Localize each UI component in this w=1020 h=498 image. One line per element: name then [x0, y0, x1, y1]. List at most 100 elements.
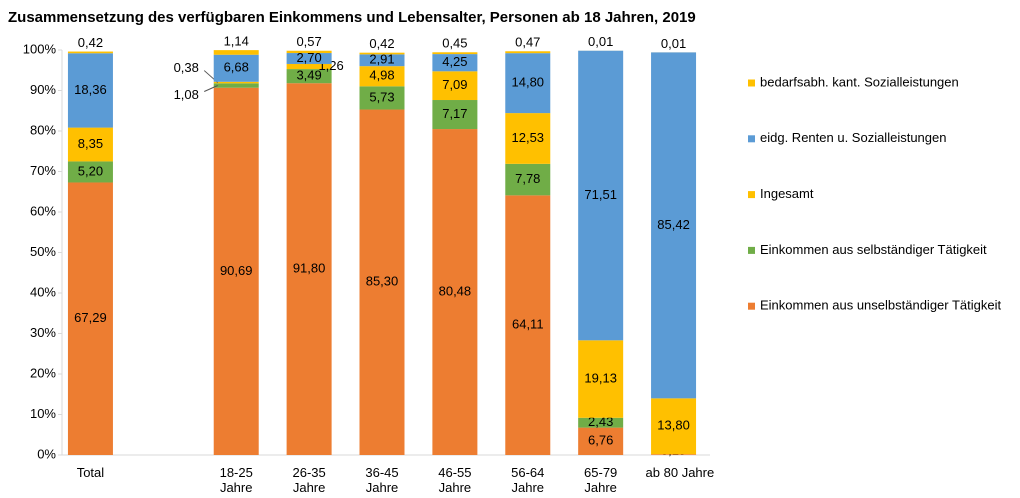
y-tick-label: 30%: [30, 325, 56, 340]
y-tick-label: 70%: [30, 163, 56, 178]
bar-segment: [67, 53, 113, 128]
y-tick-label: 80%: [30, 122, 56, 137]
data-label: 80,48: [439, 283, 472, 298]
legend-label: Ingesamt: [760, 186, 814, 201]
data-label: 0,45: [442, 36, 467, 51]
y-tick-label: 20%: [30, 365, 56, 380]
legend-label: bedarfsabh. kant. Sozialleistungen: [760, 74, 959, 89]
bar-segment: [505, 53, 551, 114]
x-tick-label: 36-45 Jahre: [365, 465, 399, 495]
x-tick-label: 26-35 Jahre: [292, 465, 326, 495]
data-label: 0,42: [78, 35, 103, 50]
data-label: 90,69: [220, 263, 253, 278]
y-tick-label: 50%: [30, 244, 56, 259]
data-label: 71,51: [584, 187, 617, 202]
data-label: 91,80: [293, 261, 326, 276]
data-label: 0,38: [174, 60, 199, 75]
x-tick-label: 65-79 Jahre: [584, 465, 618, 495]
data-label: 0,57: [296, 34, 321, 49]
data-label: 18,36: [74, 82, 107, 97]
bar-segment: [286, 69, 332, 84]
data-label: 5,73: [369, 89, 394, 104]
bar-segment: [432, 71, 478, 101]
y-tick-label: 40%: [30, 284, 56, 299]
bar-segment: [359, 66, 405, 87]
data-label: 85,42: [657, 217, 690, 232]
bar-segment: [213, 50, 259, 55]
legend-label: Einkommen aus unselbständiger Tätigkeit: [760, 298, 1002, 313]
legend-label: eidg. Renten u. Sozialleistungen: [760, 130, 946, 145]
data-label: 7,78: [515, 171, 540, 186]
data-label: 6,76: [588, 433, 613, 448]
x-tick-label: 18-25 Jahre: [219, 465, 253, 495]
bar-segment: [432, 100, 478, 130]
leader-line: [204, 85, 218, 92]
bar-segment: [213, 54, 259, 82]
data-label: 0,01: [588, 34, 613, 49]
bar-segment: [505, 51, 551, 54]
bar-segment: [359, 86, 405, 110]
bar-segment: [286, 50, 332, 54]
x-tick-label: ab 80 Jahre: [645, 465, 715, 480]
legend-swatch: [748, 79, 755, 87]
data-label: 0,47: [515, 35, 540, 50]
data-label: 14,80: [512, 75, 545, 90]
bar-segment: [505, 163, 551, 196]
legend-swatch: [748, 246, 755, 254]
data-label: 7,17: [442, 106, 467, 121]
data-label: 6,68: [224, 60, 249, 75]
legend-label: Einkommen aus selbständiger Tätigkeit: [760, 242, 987, 257]
bar-segment: [213, 81, 259, 84]
chart-title: Zusammensetzung des verfügbaren Einkomme…: [8, 9, 696, 26]
data-label: 19,13: [584, 370, 617, 385]
data-label: 4,25: [442, 54, 467, 69]
y-tick-label: 90%: [30, 82, 56, 97]
bar-segment: [578, 340, 624, 418]
bar-segment: [651, 398, 697, 455]
data-label: 8,35: [78, 136, 103, 151]
legend-swatch: [748, 302, 755, 310]
bar-segment: [213, 83, 259, 88]
data-label: 0,01: [661, 36, 686, 51]
data-label: 12,53: [512, 130, 545, 145]
data-label: 0,42: [369, 36, 394, 51]
bar-segment: [213, 87, 259, 455]
bar-segment: [67, 161, 113, 183]
bar-segment: [578, 50, 624, 341]
data-label: 85,30: [366, 274, 399, 289]
bar-segment: [359, 54, 405, 67]
y-tick-label: 10%: [30, 406, 56, 421]
y-tick-label: 60%: [30, 203, 56, 218]
data-label: 2,43: [588, 414, 613, 429]
bar-segment: [505, 113, 551, 164]
data-label: 64,11: [512, 317, 544, 332]
bar-segment: [286, 53, 332, 64]
data-label: 67,29: [74, 310, 107, 325]
bar-segment: [578, 427, 624, 455]
bar-segment: [505, 195, 551, 456]
bar-segment: [651, 52, 697, 399]
legend-swatch: [748, 191, 755, 199]
x-tick-label: 46-55 Jahre: [438, 465, 472, 495]
data-label: 3,49: [296, 68, 321, 83]
bar-segment: [432, 129, 478, 455]
bar-segment: [432, 52, 478, 55]
bar-segment: [359, 109, 405, 455]
bar-segment: [578, 417, 624, 428]
legend-swatch: [748, 135, 755, 143]
y-tick-label: 100%: [23, 41, 57, 56]
data-label: 7,09: [442, 77, 467, 92]
data-label: 1,08: [174, 87, 199, 102]
bar-segment: [286, 63, 332, 70]
data-label: 4,98: [369, 68, 394, 83]
bar-segment: [651, 454, 697, 455]
bar-segment: [67, 51, 113, 54]
y-tick-label: 0%: [37, 446, 56, 461]
data-label: 13,80: [657, 418, 690, 433]
data-label: 1,14: [224, 34, 249, 49]
bar-segment: [286, 83, 332, 456]
bar-segment: [67, 182, 113, 455]
bar-segment: [67, 127, 113, 162]
